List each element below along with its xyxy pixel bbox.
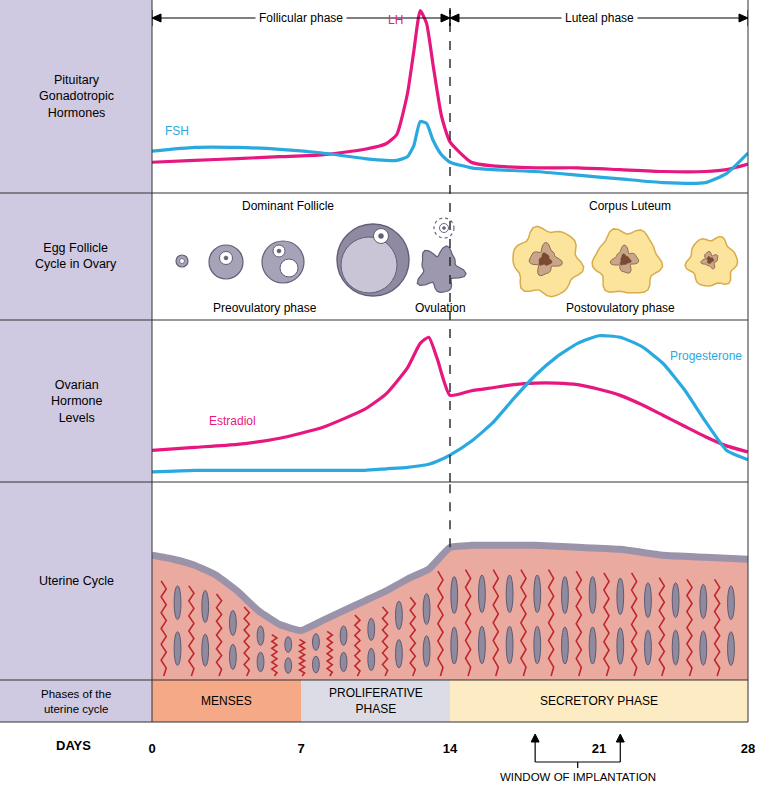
svg-text:DAYS: DAYS [56,738,91,753]
svg-text:Egg FollicleCycle in Ovary: Egg FollicleCycle in Ovary [35,241,117,271]
svg-text:Preovulatory phase: Preovulatory phase [213,301,317,315]
svg-text:PituitaryGonadotropicHormones: PituitaryGonadotropicHormones [39,73,114,120]
svg-text:Ovulation: Ovulation [415,301,466,315]
svg-text:Postovulatory phase: Postovulatory phase [566,301,675,315]
svg-text:WINDOW OF IMPLANTATION: WINDOW OF IMPLANTATION [500,771,656,783]
svg-text:MENSES: MENSES [201,694,252,708]
svg-text:Estradiol: Estradiol [209,414,256,428]
svg-text:Uterine Cycle: Uterine Cycle [39,574,114,588]
svg-text:21: 21 [592,741,606,756]
svg-text:0: 0 [148,741,155,756]
svg-text:Luteal phase: Luteal phase [565,11,634,25]
svg-text:SECRETORY PHASE: SECRETORY PHASE [540,694,658,708]
svg-text:Progesterone: Progesterone [670,349,742,363]
svg-text:7: 7 [297,741,304,756]
svg-text:Follicular phase: Follicular phase [259,11,343,25]
svg-text:LH: LH [388,13,403,27]
svg-text:Phases of theuterine cycle: Phases of theuterine cycle [41,688,111,715]
svg-text:14: 14 [443,741,458,756]
svg-text:Corpus Luteum: Corpus Luteum [589,199,671,213]
svg-text:28: 28 [741,741,755,756]
svg-text:OvarianHormoneLevels: OvarianHormoneLevels [51,378,102,425]
svg-text:PROLIFERATIVEPHASE: PROLIFERATIVEPHASE [329,686,423,716]
svg-text:FSH: FSH [165,124,189,138]
svg-text:Dominant Follicle: Dominant Follicle [242,199,334,213]
